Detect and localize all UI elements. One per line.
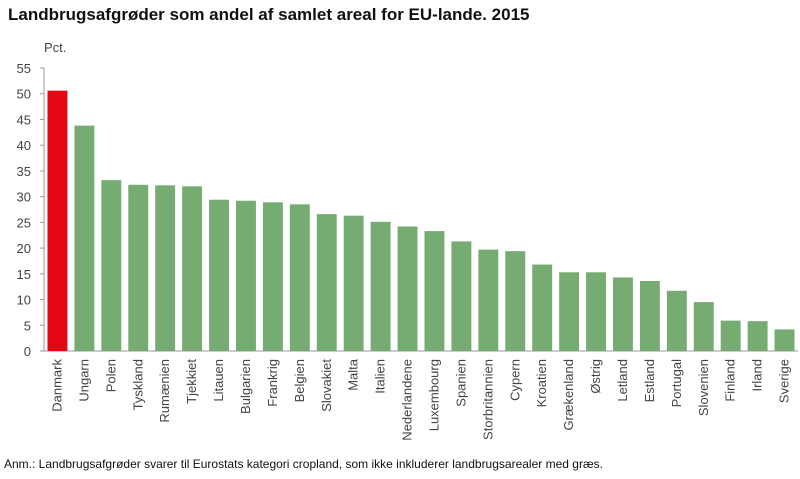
bar-nederlandene: [397, 226, 418, 351]
x-tick-label: Tyskland: [130, 359, 145, 410]
y-tick-label: 0: [24, 344, 31, 359]
y-tick-label: 25: [17, 215, 31, 230]
bar-danmark: [47, 90, 68, 351]
x-tick-label: Bulgarien: [238, 359, 253, 414]
bar-sverige: [774, 329, 795, 351]
bar-storbritannien: [478, 249, 499, 351]
x-tick-label: Letland: [615, 359, 630, 402]
y-tick-label: 55: [17, 61, 31, 76]
footnote: Anm.: Landbrugsafgrøder svarer til Euros…: [4, 457, 603, 471]
bar-finland: [720, 320, 741, 351]
y-unit-label: Pct.: [44, 40, 66, 55]
y-tick-label: 10: [17, 293, 31, 308]
x-tick-label: Finland: [723, 359, 738, 402]
x-axis-labels: Danmark Ungarn Polen Tyskland Rumænien Tjekki…: [49, 358, 791, 440]
bar-grækenland: [559, 272, 580, 351]
x-tick-label: Spanien: [453, 359, 468, 407]
bar-tyskland: [128, 184, 149, 351]
x-tick-label: Danmark: [49, 359, 64, 412]
bar-belgien: [289, 204, 310, 351]
x-tick-label: Storbritannien: [480, 359, 495, 440]
bar-malta: [343, 215, 364, 351]
y-tick-label: 5: [24, 318, 31, 333]
x-tick-label: Kroatien: [534, 359, 549, 407]
x-tick-label: Malta: [346, 358, 361, 391]
x-tick-label: Ungarn: [76, 359, 91, 402]
y-tick-label: 45: [17, 112, 31, 127]
x-tick-label: Sverige: [777, 359, 792, 403]
x-tick-label: Luxembourg: [426, 359, 441, 431]
y-tick-label: 30: [17, 190, 31, 205]
x-tick-label: Italien: [373, 359, 388, 394]
bar-slovenien: [693, 302, 714, 351]
x-tick-label: Østrig: [588, 359, 603, 394]
y-tick-label: 35: [17, 164, 31, 179]
x-tick-label: Slovakiet: [319, 359, 334, 412]
bar-slovakiet: [316, 214, 337, 351]
x-tick-label: Rumænien: [157, 359, 172, 423]
bar-luxembourg: [424, 231, 445, 351]
bar-frankrig: [262, 202, 283, 351]
y-axis: Pct. 0 5 10 15 20 25 30 35 40 45 50 55: [17, 40, 798, 359]
bar-rumænien: [155, 185, 176, 351]
bar-polen: [101, 180, 122, 351]
bars: [47, 90, 795, 351]
chart-title: Landbrugsafgrøder som andel af samlet ar…: [8, 5, 530, 24]
bar-portugal: [666, 290, 687, 351]
x-tick-label: Tjekkiet: [184, 359, 199, 404]
x-tick-label: Polen: [103, 359, 118, 392]
y-tick-label: 20: [17, 241, 31, 256]
bar-ungarn: [74, 125, 95, 351]
x-tick-label: Belgien: [292, 359, 307, 402]
bar-cypern: [505, 251, 526, 351]
bar-litauen: [209, 199, 229, 351]
x-tick-label: Grækenland: [561, 359, 576, 431]
x-tick-label: Slovenien: [696, 359, 711, 416]
bar-bulgarien: [236, 200, 256, 351]
x-tick-label: Estland: [642, 359, 657, 402]
y-tick-label: 15: [17, 267, 31, 282]
x-tick-label: Irland: [750, 359, 765, 392]
x-tick-label: Litauen: [211, 359, 226, 402]
bar-italien: [370, 221, 391, 351]
x-tick-label: Nederlandene: [400, 359, 415, 441]
y-tick-label: 50: [17, 87, 31, 102]
bar-estland: [639, 281, 660, 351]
bar-kroatien: [532, 264, 553, 351]
bar-letland: [613, 277, 633, 351]
bar-østrig: [586, 272, 606, 351]
x-tick-label: Frankrig: [265, 359, 280, 407]
x-tick-label: Cypern: [507, 359, 522, 401]
bar-spanien: [451, 241, 472, 351]
y-tick-label: 40: [17, 138, 31, 153]
bar-tjekkiet: [182, 186, 203, 351]
bar-irland: [747, 321, 768, 351]
x-tick-label: Portugal: [669, 359, 684, 408]
